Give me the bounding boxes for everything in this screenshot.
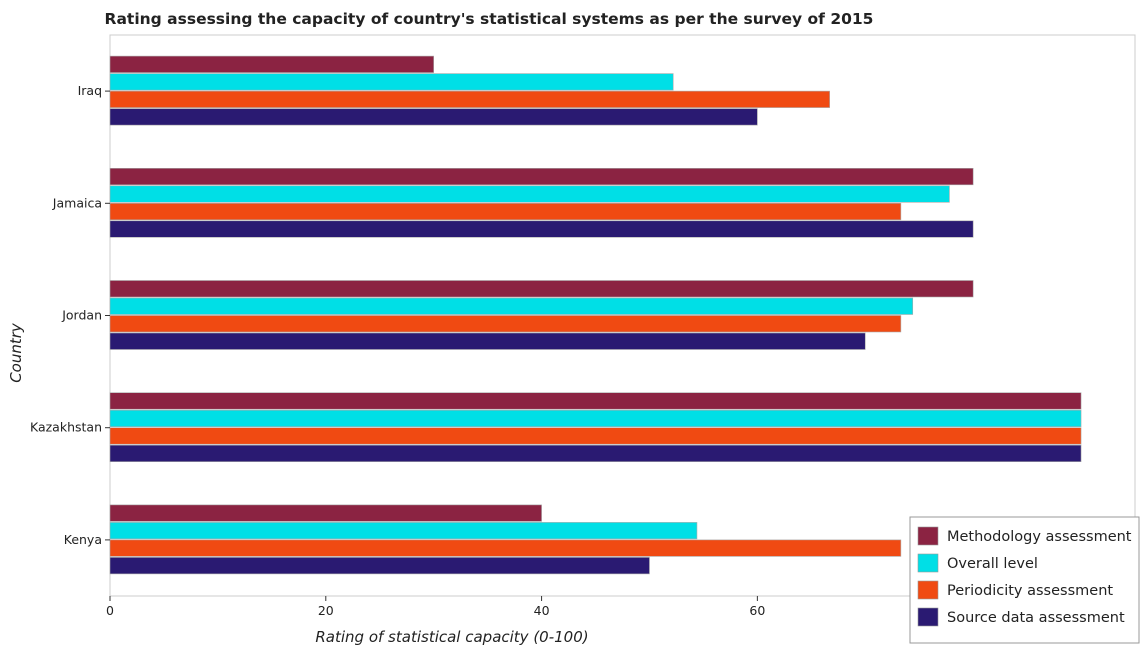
bar-periodicity-assessment-iraq xyxy=(109,90,830,108)
y-tick-labels: Iraq Jamaica Jordan Kazakhstan Kenya xyxy=(30,83,110,547)
bar-overall-level-jordan xyxy=(109,297,914,315)
bar-methodology-assessment-jamaica xyxy=(109,168,974,186)
bar-periodicity-assessment-kazakhstan xyxy=(109,427,1082,445)
x-tick-label-20: 20 xyxy=(318,603,334,618)
bar-overall-level-jamaica xyxy=(109,185,950,203)
legend-swatch xyxy=(917,580,939,600)
bar-overall-level-kenya xyxy=(109,522,698,540)
bar-periodicity-assessment-jamaica xyxy=(109,203,902,221)
legend-swatch xyxy=(917,526,939,546)
chart-title: Rating assessing the capacity of country… xyxy=(105,10,874,28)
y-tick-label-kazakhstan: Kazakhstan xyxy=(30,420,102,435)
bar-methodology-assessment-iraq xyxy=(109,55,434,73)
bar-periodicity-assessment-kenya xyxy=(109,539,902,557)
x-tick-label-0: 0 xyxy=(106,603,114,618)
legend-swatch xyxy=(917,607,939,627)
bar-overall-level-kazakhstan xyxy=(109,409,1082,428)
y-tick-label-iraq: Iraq xyxy=(78,83,102,98)
bar-methodology-assessment-kenya xyxy=(109,504,542,522)
bar-source-data-assessment-jamaica xyxy=(109,220,974,238)
legend-label: Periodicity assessment xyxy=(947,583,1113,599)
legend: Methodology assessment Overall level Perio… xyxy=(909,516,1140,644)
x-tick-label-60: 60 xyxy=(749,603,765,618)
legend-label: Methodology assessment xyxy=(947,529,1132,545)
legend-box xyxy=(909,516,1140,644)
bar-methodology-assessment-jordan xyxy=(109,280,974,298)
bar-source-data-assessment-kenya xyxy=(109,557,650,575)
plot-area xyxy=(109,34,1136,597)
bar-methodology-assessment-kazakhstan xyxy=(109,392,1082,410)
bar-overall-level-iraq xyxy=(109,73,674,91)
y-tick-label-jordan: Jordan xyxy=(61,308,102,323)
bar-source-data-assessment-iraq xyxy=(109,108,758,126)
legend-swatch xyxy=(917,553,939,573)
y-tick-label-kenya: Kenya xyxy=(64,532,102,547)
bar-source-data-assessment-kazakhstan xyxy=(109,444,1082,463)
y-tick-label-jamaica: Jamaica xyxy=(52,195,102,210)
x-tick-label-40: 40 xyxy=(534,603,550,618)
legend-label: Overall level xyxy=(947,556,1038,572)
bar-source-data-assessment-jordan xyxy=(109,332,866,350)
x-axis-title: Rating of statistical capacity (0-100) xyxy=(315,628,588,646)
y-axis-title: Country xyxy=(7,322,25,383)
bar-periodicity-assessment-jordan xyxy=(109,315,902,333)
x-tick-labels: 020406080 xyxy=(106,596,981,618)
legend-label: Source data assessment xyxy=(947,610,1125,626)
